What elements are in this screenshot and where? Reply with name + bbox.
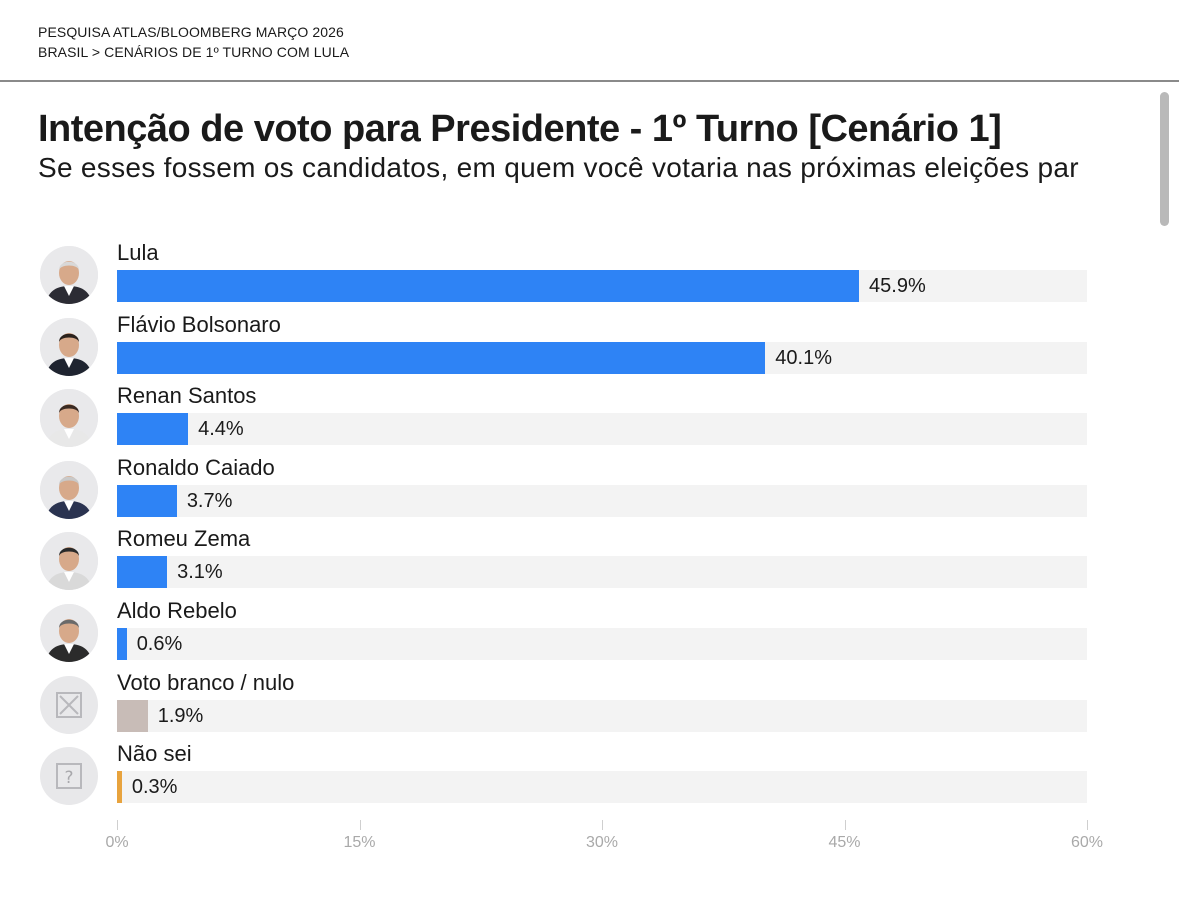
x-tick-label: 45% bbox=[828, 834, 861, 851]
x-tick bbox=[602, 820, 603, 830]
chart-row: Aldo Rebelo 0.6% bbox=[0, 598, 1179, 670]
svg-text:?: ? bbox=[64, 768, 73, 788]
category-label: Ronaldo Caiado bbox=[117, 454, 275, 480]
data-label: 40.1% bbox=[775, 346, 832, 369]
category-label: Aldo Rebelo bbox=[117, 598, 237, 623]
bar[interactable] bbox=[117, 413, 189, 446]
x-tick-label: 0% bbox=[105, 834, 129, 851]
breadcrumb: PESQUISA ATLAS/BLOOMBERG MARÇO 2026 BRAS… bbox=[38, 22, 349, 62]
question-box-icon: ? bbox=[40, 747, 98, 806]
bar[interactable] bbox=[117, 484, 177, 517]
chart-subtitle: Se esses fossem os candidatos, em quem v… bbox=[38, 152, 1079, 183]
category-label: Voto branco / nulo bbox=[117, 669, 295, 695]
breadcrumb-source: PESQUISA ATLAS/BLOOMBERG MARÇO 2026 bbox=[38, 24, 344, 40]
data-label: 0.3% bbox=[131, 776, 178, 799]
bar[interactable] bbox=[117, 556, 168, 589]
x-tick-label: 30% bbox=[585, 834, 619, 851]
bar-track: 3.1% bbox=[117, 556, 1087, 589]
scrollbar-thumb[interactable] bbox=[1160, 92, 1169, 226]
chart-row: Voto branco / nulo 1.9% bbox=[0, 670, 1179, 742]
x-tick bbox=[1087, 820, 1088, 830]
bar[interactable] bbox=[117, 270, 860, 302]
bar-track: 0.6% bbox=[117, 628, 1087, 660]
x-axis: 0% 15% 30% 45% 60% bbox=[105, 820, 1103, 860]
breadcrumb-path[interactable]: BRASIL > CENÁRIOS DE 1º TURNO COM LULA bbox=[38, 44, 350, 60]
x-box-icon bbox=[40, 675, 98, 734]
bar[interactable] bbox=[117, 628, 127, 660]
header-divider bbox=[0, 80, 1179, 82]
bar-track: 45.9% bbox=[117, 270, 1087, 302]
category-label: Não sei bbox=[117, 741, 192, 767]
data-label: 45.9% bbox=[869, 275, 926, 297]
chart-row: Romeu Zema 3.1% bbox=[0, 526, 1179, 598]
candidate-photo-icon bbox=[40, 246, 98, 304]
bar-track: 1.9% bbox=[117, 699, 1087, 732]
data-label: 3.1% bbox=[177, 561, 223, 584]
data-label: 1.9% bbox=[157, 704, 204, 727]
chart-row: ? Não sei 0.3% bbox=[0, 741, 1179, 813]
chart-row: Ronaldo Caiado 3.7% bbox=[0, 455, 1179, 527]
x-tick-label: 15% bbox=[343, 834, 376, 851]
bar[interactable] bbox=[117, 699, 148, 732]
data-label: 0.6% bbox=[136, 633, 183, 655]
candidate-photo-icon bbox=[40, 389, 98, 448]
chart-row: Renan Santos 4.4% bbox=[0, 383, 1179, 455]
x-tick-label: 60% bbox=[1070, 834, 1104, 851]
data-label: 4.4% bbox=[198, 418, 244, 441]
candidate-photo-icon bbox=[40, 317, 98, 376]
category-label: Flávio Bolsonaro bbox=[117, 311, 281, 337]
candidate-photo-icon bbox=[40, 460, 98, 519]
bar[interactable] bbox=[117, 341, 766, 374]
x-tick bbox=[359, 820, 361, 830]
chart-title: Intenção de voto para Presidente - 1º Tu… bbox=[38, 108, 1002, 150]
candidate-photo-icon bbox=[40, 604, 98, 662]
chart-row: Lula 45.9% bbox=[0, 240, 1179, 312]
chart-row: Flávio Bolsonaro 40.1% bbox=[0, 312, 1179, 384]
x-tick bbox=[844, 820, 846, 830]
category-label: Renan Santos bbox=[117, 383, 257, 409]
category-label: Lula bbox=[117, 240, 159, 265]
bar-track: 40.1% bbox=[117, 341, 1087, 374]
bar-track: 3.7% bbox=[117, 484, 1087, 517]
category-label: Romeu Zema bbox=[117, 526, 251, 552]
candidate-photo-icon bbox=[40, 532, 98, 591]
bar-track: 0.3% bbox=[117, 771, 1087, 804]
x-tick bbox=[117, 820, 118, 830]
data-label: 3.7% bbox=[186, 489, 233, 512]
bar-track: 4.4% bbox=[117, 413, 1087, 446]
bar[interactable] bbox=[117, 771, 122, 804]
